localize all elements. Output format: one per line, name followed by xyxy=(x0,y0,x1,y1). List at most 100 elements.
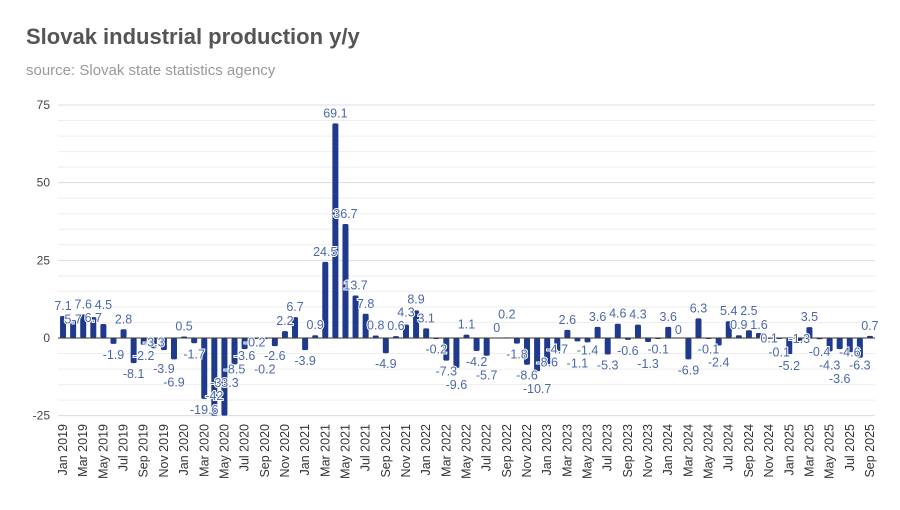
bar xyxy=(534,338,541,372)
data-label: 4.3 xyxy=(397,306,414,320)
data-label: -1.3 xyxy=(637,357,659,371)
x-tick-label: Jan 2025 xyxy=(782,424,796,475)
bar xyxy=(453,338,460,368)
x-tick-label: May 2024 xyxy=(702,424,716,479)
bar xyxy=(645,338,652,343)
data-label: 4.3 xyxy=(629,308,646,322)
data-label: -3.9 xyxy=(294,354,316,368)
data-label: -4.3 xyxy=(819,358,841,372)
bar xyxy=(241,338,248,350)
data-label: 1.1 xyxy=(458,318,475,332)
x-tick-label: Nov 2021 xyxy=(399,424,413,478)
x-tick-label: Jul 2019 xyxy=(117,424,131,471)
x-tick-label: Sep 2020 xyxy=(258,424,272,478)
x-tick-label: Jan 2024 xyxy=(661,424,675,475)
data-label: -0.2 xyxy=(425,343,447,357)
x-tick-label: May 2023 xyxy=(581,424,595,479)
bar xyxy=(564,329,571,338)
data-label: 0.7 xyxy=(861,319,878,333)
bar xyxy=(735,335,742,338)
data-label: -2.6 xyxy=(264,349,286,363)
data-label: 0 xyxy=(493,321,500,335)
x-tick-label: Jul 2023 xyxy=(601,424,615,471)
data-label: -3.3 xyxy=(143,335,165,349)
data-label: -6.9 xyxy=(678,363,700,377)
x-tick-label: Jan 2021 xyxy=(298,424,312,475)
bar xyxy=(584,338,591,343)
data-label: -4.6 xyxy=(839,345,861,359)
bar xyxy=(604,338,611,355)
x-tick-label: Sep 2019 xyxy=(137,424,151,478)
y-tick-label: 0 xyxy=(43,331,50,345)
bar xyxy=(382,338,389,354)
x-tick-label: Mar 2019 xyxy=(76,424,90,477)
chart-subtitle: source: Slovak state statistics agency xyxy=(26,62,276,79)
data-label: 0 xyxy=(675,323,682,337)
bar xyxy=(413,310,420,338)
x-tick-label: Jul 2021 xyxy=(359,424,373,471)
x-tick-label: Sep 2023 xyxy=(621,424,635,478)
x-tick-label: Mar 2025 xyxy=(802,424,816,477)
bar xyxy=(463,334,470,338)
bar xyxy=(160,338,167,351)
data-label: 8.9 xyxy=(407,292,424,306)
x-tick-label: Sep 2025 xyxy=(863,424,877,478)
data-label: 6.3 xyxy=(690,301,707,315)
bar xyxy=(513,338,520,344)
data-label: 6.7 xyxy=(85,311,102,325)
data-label: 2.6 xyxy=(559,313,576,327)
bar xyxy=(402,324,409,338)
data-label: 69.1 xyxy=(323,106,347,120)
bar xyxy=(806,327,813,338)
data-label: 0.1 xyxy=(760,332,777,346)
data-label: 6.7 xyxy=(286,300,303,314)
data-label: -8.5 xyxy=(224,362,246,376)
data-label: -6.9 xyxy=(163,375,185,389)
bar xyxy=(665,326,672,338)
data-label: -9.6 xyxy=(446,378,468,392)
bar xyxy=(423,328,430,338)
data-label: -3.6 xyxy=(234,349,256,363)
bar xyxy=(60,315,67,338)
bar xyxy=(846,338,853,353)
data-label: -8.6 xyxy=(516,369,538,383)
data-label: 2.5 xyxy=(740,304,757,318)
bar xyxy=(574,338,581,342)
data-label: 2.2 xyxy=(276,314,293,328)
x-tick-label: Mar 2020 xyxy=(197,424,211,477)
bar xyxy=(231,338,238,365)
x-tick-label: May 2021 xyxy=(338,424,352,479)
bar xyxy=(100,324,107,338)
bar xyxy=(554,338,561,353)
x-tick-label: Nov 2020 xyxy=(278,424,292,478)
data-label: 4.6 xyxy=(609,307,626,321)
x-tick-label: Jul 2024 xyxy=(722,424,736,471)
data-label: -0.6 xyxy=(617,344,639,358)
data-label: -2.2 xyxy=(133,349,155,363)
bar xyxy=(786,338,793,355)
data-label: -4.9 xyxy=(375,357,397,371)
data-label: 3.6 xyxy=(589,310,606,324)
data-label: -0.2 xyxy=(244,336,266,350)
data-label: -0.1 xyxy=(647,342,669,356)
bars xyxy=(60,123,873,416)
x-tick-label: Jan 2020 xyxy=(177,424,191,475)
x-tick-label: May 2020 xyxy=(217,424,231,479)
data-label: -8.1 xyxy=(123,367,145,381)
data-label: 3.5 xyxy=(801,310,818,324)
data-label: -1.9 xyxy=(103,348,125,362)
bar xyxy=(725,321,732,338)
data-label: -6.3 xyxy=(849,359,871,373)
data-label: 7.8 xyxy=(357,297,374,311)
x-tick-label: Mar 2021 xyxy=(318,424,332,477)
x-tick-label: Nov 2022 xyxy=(520,424,534,478)
bar xyxy=(594,326,601,338)
x-tick-label: Mar 2023 xyxy=(560,424,574,477)
bar xyxy=(80,314,87,338)
data-label: -0.1 xyxy=(768,345,790,359)
chart-title: Slovak industrial production y/y xyxy=(26,24,360,49)
x-tick-label: Jul 2020 xyxy=(238,424,252,471)
bar xyxy=(362,313,369,338)
x-tick-label: Sep 2024 xyxy=(742,424,756,478)
